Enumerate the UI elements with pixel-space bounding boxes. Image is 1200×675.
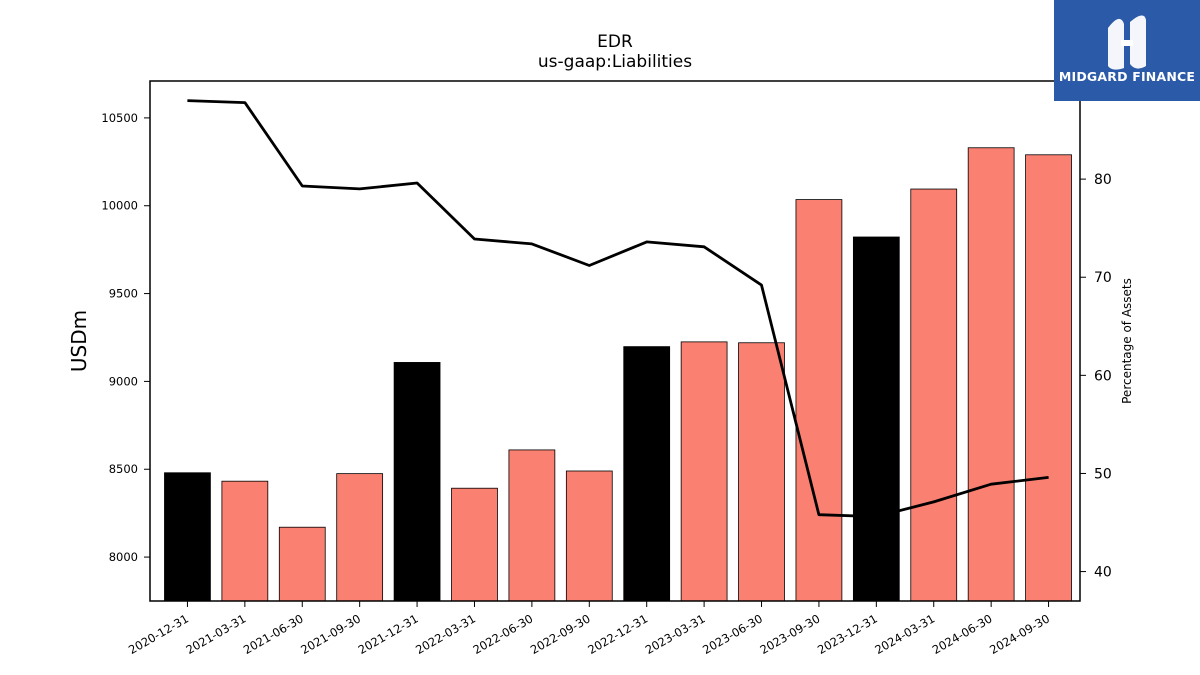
x-tick-label: 2022-09-30 — [528, 611, 593, 657]
x-tick-label: 2023-03-31 — [643, 611, 708, 657]
x-tick-label: 2023-09-30 — [758, 611, 823, 657]
percentage-series — [187, 99, 1049, 518]
bar — [164, 472, 211, 602]
bar — [795, 199, 843, 602]
brand-logo-mark-icon — [1108, 15, 1146, 70]
bar — [910, 188, 958, 602]
chart-subtitle: us-gaap:Liabilities — [537, 52, 693, 72]
bar — [1025, 154, 1072, 602]
bar — [393, 362, 441, 602]
bar — [623, 346, 671, 602]
y2-axis-label: Percentage of Assets — [1120, 278, 1134, 404]
x-tick-label: 2024-06-30 — [930, 611, 995, 657]
chart-title: EDR — [597, 32, 633, 52]
x-tick-label: 2024-03-31 — [872, 611, 937, 657]
bar — [680, 341, 728, 602]
y-tick-label: 8000 — [109, 550, 138, 564]
y-tick-label: 8500 — [109, 462, 138, 476]
y-tick-label: 9500 — [109, 287, 138, 301]
bar — [508, 449, 556, 602]
bar — [221, 480, 269, 602]
y-tick-label: 10500 — [101, 111, 138, 125]
x-tick-label: 2024-09-30 — [987, 611, 1052, 657]
plot-frame — [149, 80, 1081, 602]
brand-name: MIDGARD FINANCE — [1058, 69, 1196, 84]
bar-series — [164, 147, 1072, 602]
y2-tick-label: 70 — [1094, 270, 1112, 286]
bar — [852, 236, 900, 602]
bar — [967, 147, 1015, 602]
bar — [278, 526, 326, 602]
bar — [565, 470, 613, 602]
brand-logo: MIDGARD FINANCE — [1054, 0, 1200, 101]
y-tick-label: 9000 — [109, 374, 138, 388]
x-tick-label: 2023-06-30 — [700, 611, 765, 657]
x-tick-label: 2021-06-30 — [241, 611, 306, 657]
x-tick-label: 2021-09-30 — [298, 611, 363, 657]
bar — [738, 342, 785, 602]
y2-tick-label: 80 — [1094, 172, 1112, 188]
x-tick-label: 2022-03-31 — [413, 611, 478, 657]
y-tick-label: 10000 — [101, 199, 138, 213]
bar — [451, 487, 498, 602]
y2-tick-label: 50 — [1094, 466, 1112, 482]
y2-tick-label: 60 — [1094, 368, 1112, 384]
x-tick-label: 2023-12-31 — [815, 611, 880, 657]
bar — [336, 473, 384, 602]
x-tick-label: 2021-12-31 — [356, 611, 421, 657]
x-tick-label: 2020-12-31 — [126, 611, 191, 657]
y2-tick-label: 40 — [1094, 565, 1112, 581]
x-tick-label: 2022-06-30 — [471, 611, 536, 657]
x-tick-label: 2021-03-31 — [183, 611, 248, 657]
y-axis-label: USDm — [67, 310, 91, 372]
percentage-line — [187, 99, 1049, 518]
x-tick-label: 2022-12-31 — [585, 611, 650, 657]
